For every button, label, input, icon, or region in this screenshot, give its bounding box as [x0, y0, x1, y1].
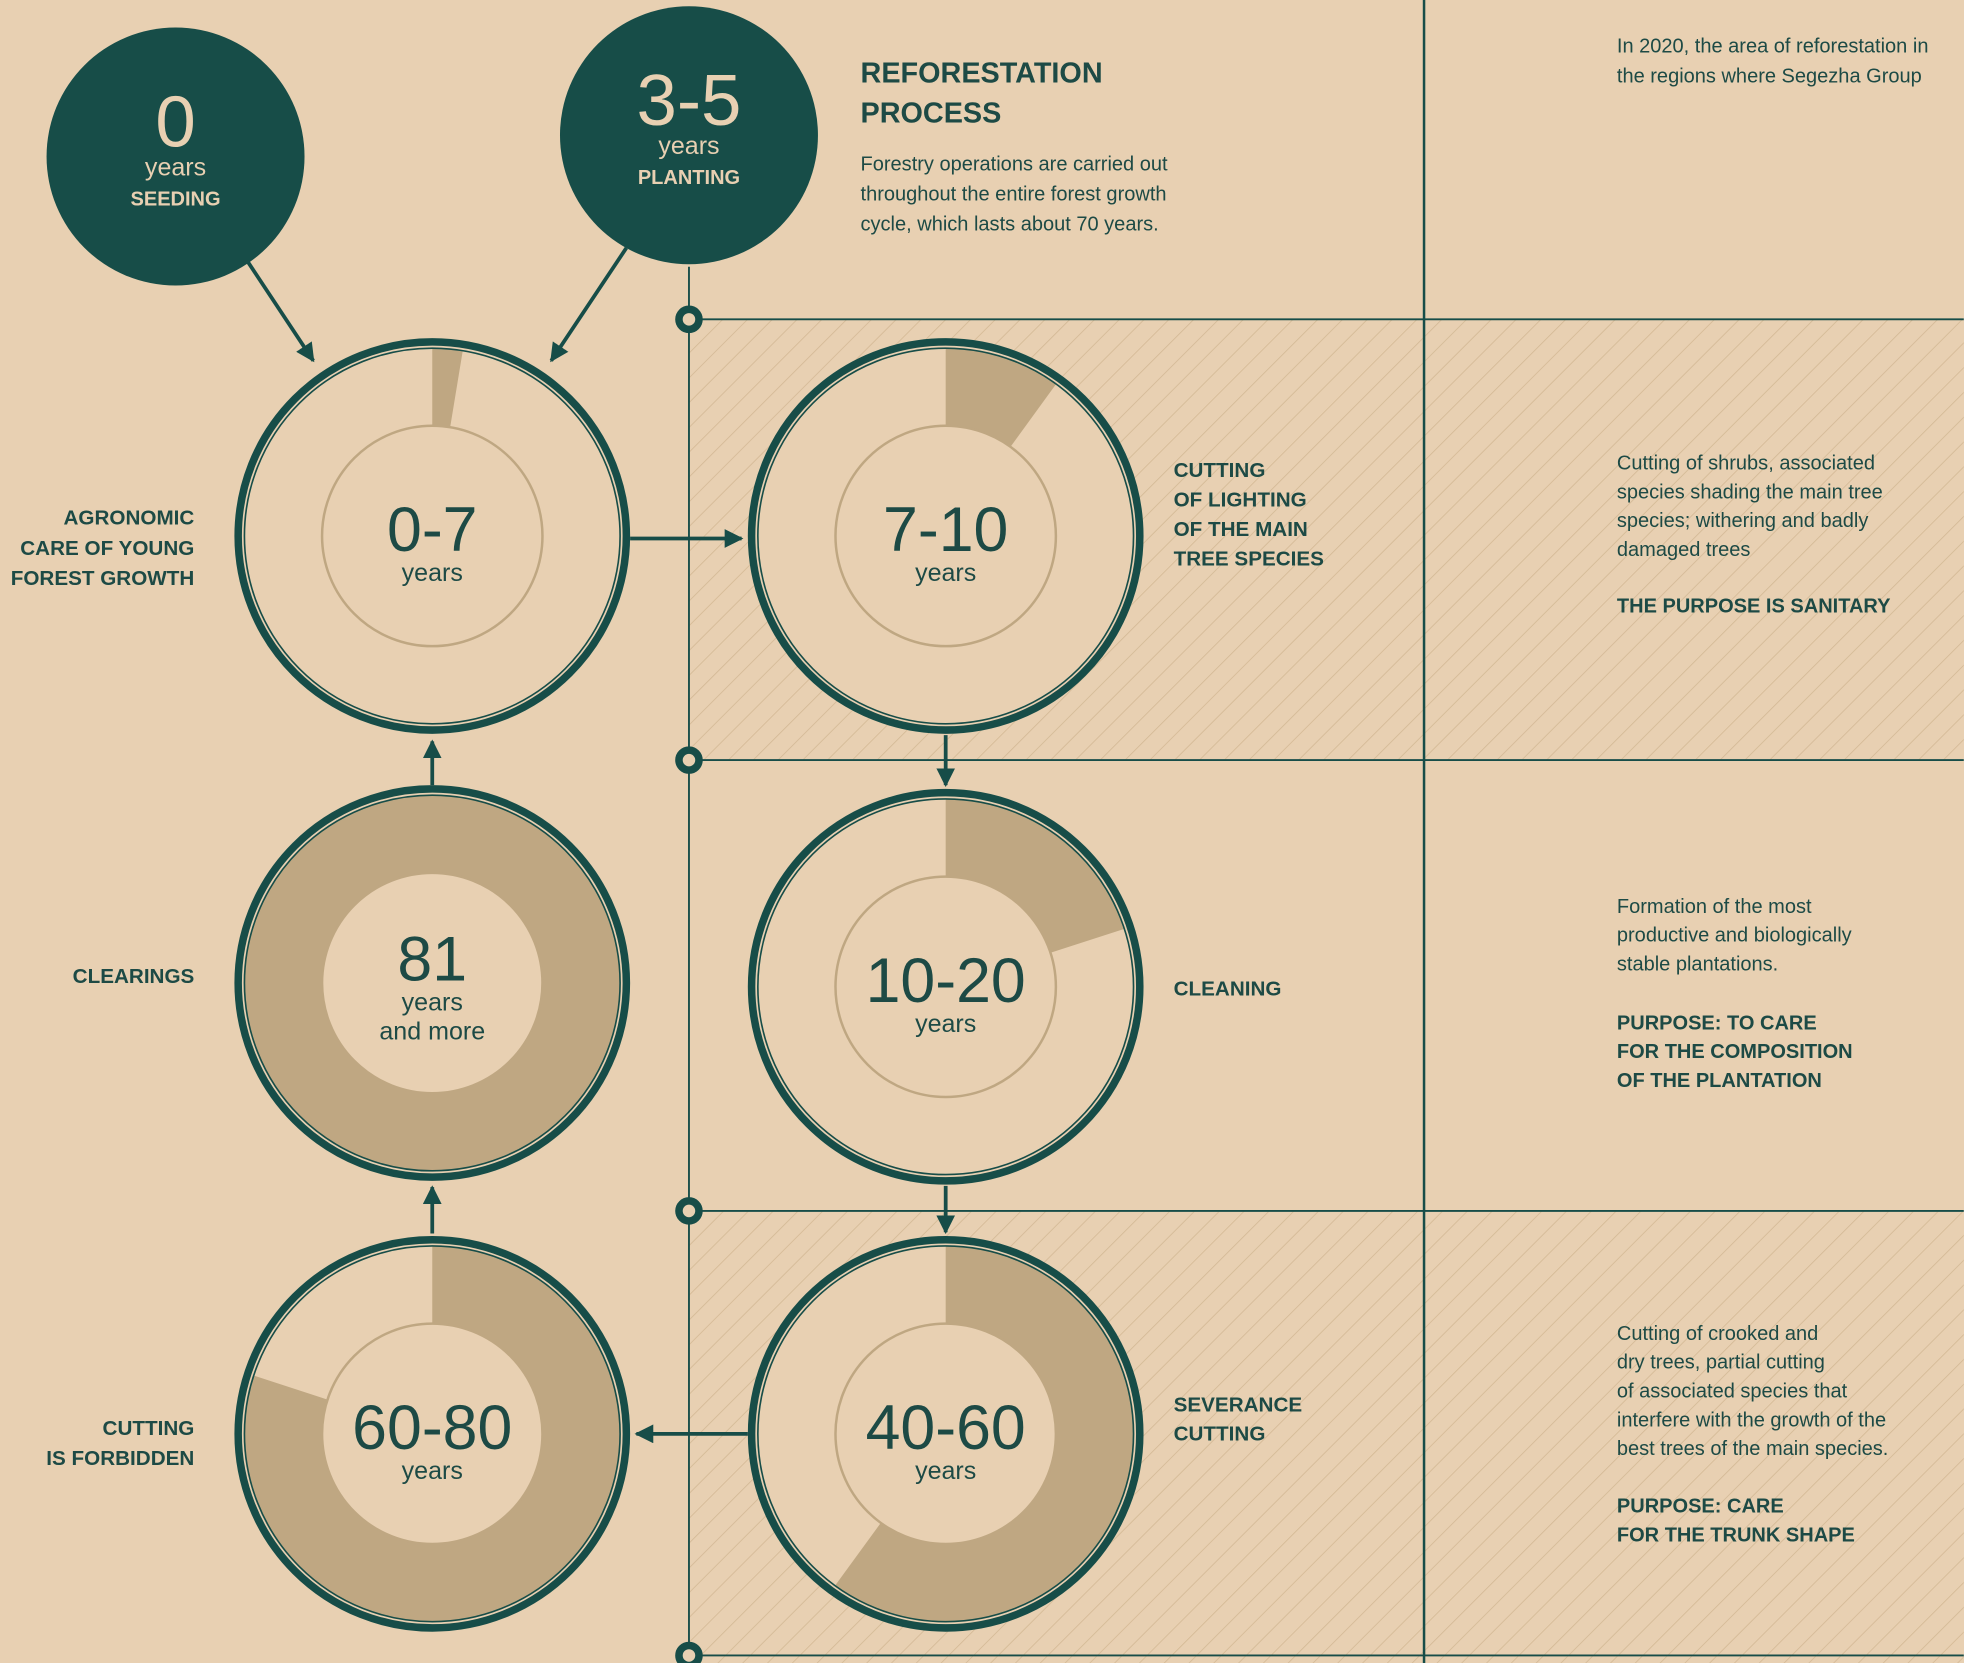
stage-description: best trees of the main species. [1617, 1438, 1888, 1460]
stage-description: of associated species that [1617, 1381, 1848, 1403]
stage-description: stable plantations. [1617, 954, 1778, 976]
note: the regions where Segezha Group [1617, 66, 1922, 88]
stage-description: dry trees, partial cutting [1617, 1352, 1825, 1374]
ring-wedge [244, 1245, 621, 1622]
ring-wedge [757, 1245, 1134, 1622]
stage-label: SEVERANCE [1174, 1393, 1303, 1416]
ring-thin [243, 1245, 621, 1623]
ring-wedge [244, 348, 621, 724]
start-circle [559, 6, 818, 265]
ring-inner [834, 1322, 1058, 1546]
stage-label: OF LIGHTING [1174, 489, 1307, 512]
stage-purpose: PURPOSE: CARE [1617, 1496, 1784, 1518]
stage-description: Formation of the most [1617, 896, 1812, 918]
stage-unit: years [402, 559, 463, 587]
stage-unit: years [915, 1457, 976, 1485]
stage-description: species shading the main tree [1617, 481, 1883, 503]
stage-range: 7-10 [883, 495, 1008, 565]
stage-label: CUTTING [103, 1417, 195, 1440]
stage-unit: years [402, 989, 463, 1017]
stage-label: CUTTING [1174, 1423, 1266, 1446]
stage-label: CLEANING [1174, 978, 1282, 1001]
stage-purpose: OF THE PLANTATION [1617, 1070, 1822, 1092]
stage-label: OF THE MAIN [1174, 518, 1308, 541]
start-number: 3-5 [636, 60, 741, 141]
stage-description: Cutting of crooked and [1617, 1323, 1818, 1345]
stage-range: 81 [397, 925, 467, 995]
stage-unit: and more [379, 1017, 485, 1045]
intro: cycle, which lasts about 70 years. [861, 213, 1159, 235]
stage-label: CUTTING [1174, 459, 1266, 482]
stage-label: IS FORBIDDEN [46, 1447, 194, 1470]
start-number: 0 [155, 82, 195, 163]
start-label: PLANTING [638, 167, 740, 189]
stage-label: CARE OF YOUNG [20, 537, 194, 560]
stage-unit: years [402, 1457, 463, 1485]
start-unit: years [658, 132, 719, 160]
ring-thin [757, 798, 1135, 1176]
stage-range: 0-7 [387, 495, 478, 565]
title: PROCESS [861, 98, 1002, 130]
intro: throughout the entire forest growth [861, 183, 1167, 205]
ring-thin [757, 347, 1135, 725]
stage-label: TREE SPECIES [1174, 547, 1324, 570]
stage-range: 10-20 [866, 946, 1026, 1016]
stage-unit: years [915, 559, 976, 587]
content: REFORESTATION PROCESS Forestry operations … [11, 6, 1929, 1632]
stage-label: CLEARINGS [73, 965, 195, 988]
ring-inner [834, 875, 1058, 1099]
start-circle [46, 27, 305, 286]
stage-purpose: PURPOSE: TO CARE [1617, 1012, 1817, 1034]
ring-inner [320, 871, 544, 1095]
stage-unit: years [915, 1010, 976, 1038]
note: In 2020, the area of reforestation in [1617, 36, 1929, 58]
ring-wedge [244, 795, 621, 1171]
stage-description: damaged trees [1617, 539, 1751, 561]
stage-label: AGRONOMIC [64, 507, 195, 530]
stage-description: Cutting of shrubs, associated [1617, 453, 1875, 475]
timeline-dots [675, 305, 703, 1663]
stage-purpose: THE PURPOSE IS SANITARY [1617, 595, 1891, 617]
ring-inner [834, 424, 1058, 648]
stage-range: 40-60 [866, 1393, 1026, 1463]
arrows [245, 246, 956, 1444]
grid-lines [688, 0, 1964, 1663]
ring-thin [243, 347, 621, 725]
stage-label: FOREST GROWTH [11, 567, 195, 590]
stage-purpose: FOR THE TRUNK SHAPE [1617, 1525, 1855, 1547]
ring-inner [320, 424, 544, 648]
stage-range: 60-80 [352, 1393, 512, 1463]
stage-description: species; withering and badly [1617, 510, 1868, 532]
start-label: SEEDING [130, 188, 220, 210]
ring-thin [757, 1245, 1135, 1623]
title: REFORESTATION [861, 58, 1103, 90]
ring-wedge [757, 798, 1134, 1175]
stage-purpose: FOR THE COMPOSITION [1617, 1041, 1853, 1063]
start-unit: years [145, 153, 206, 181]
stage-description: interfere with the growth of the [1617, 1409, 1886, 1431]
stage-description: productive and biologically [1617, 925, 1852, 947]
ring-thin [243, 794, 621, 1172]
ring-wedge [757, 348, 1134, 724]
intro: Forestry operations are carried out [861, 153, 1168, 175]
ring-inner [320, 1322, 544, 1546]
